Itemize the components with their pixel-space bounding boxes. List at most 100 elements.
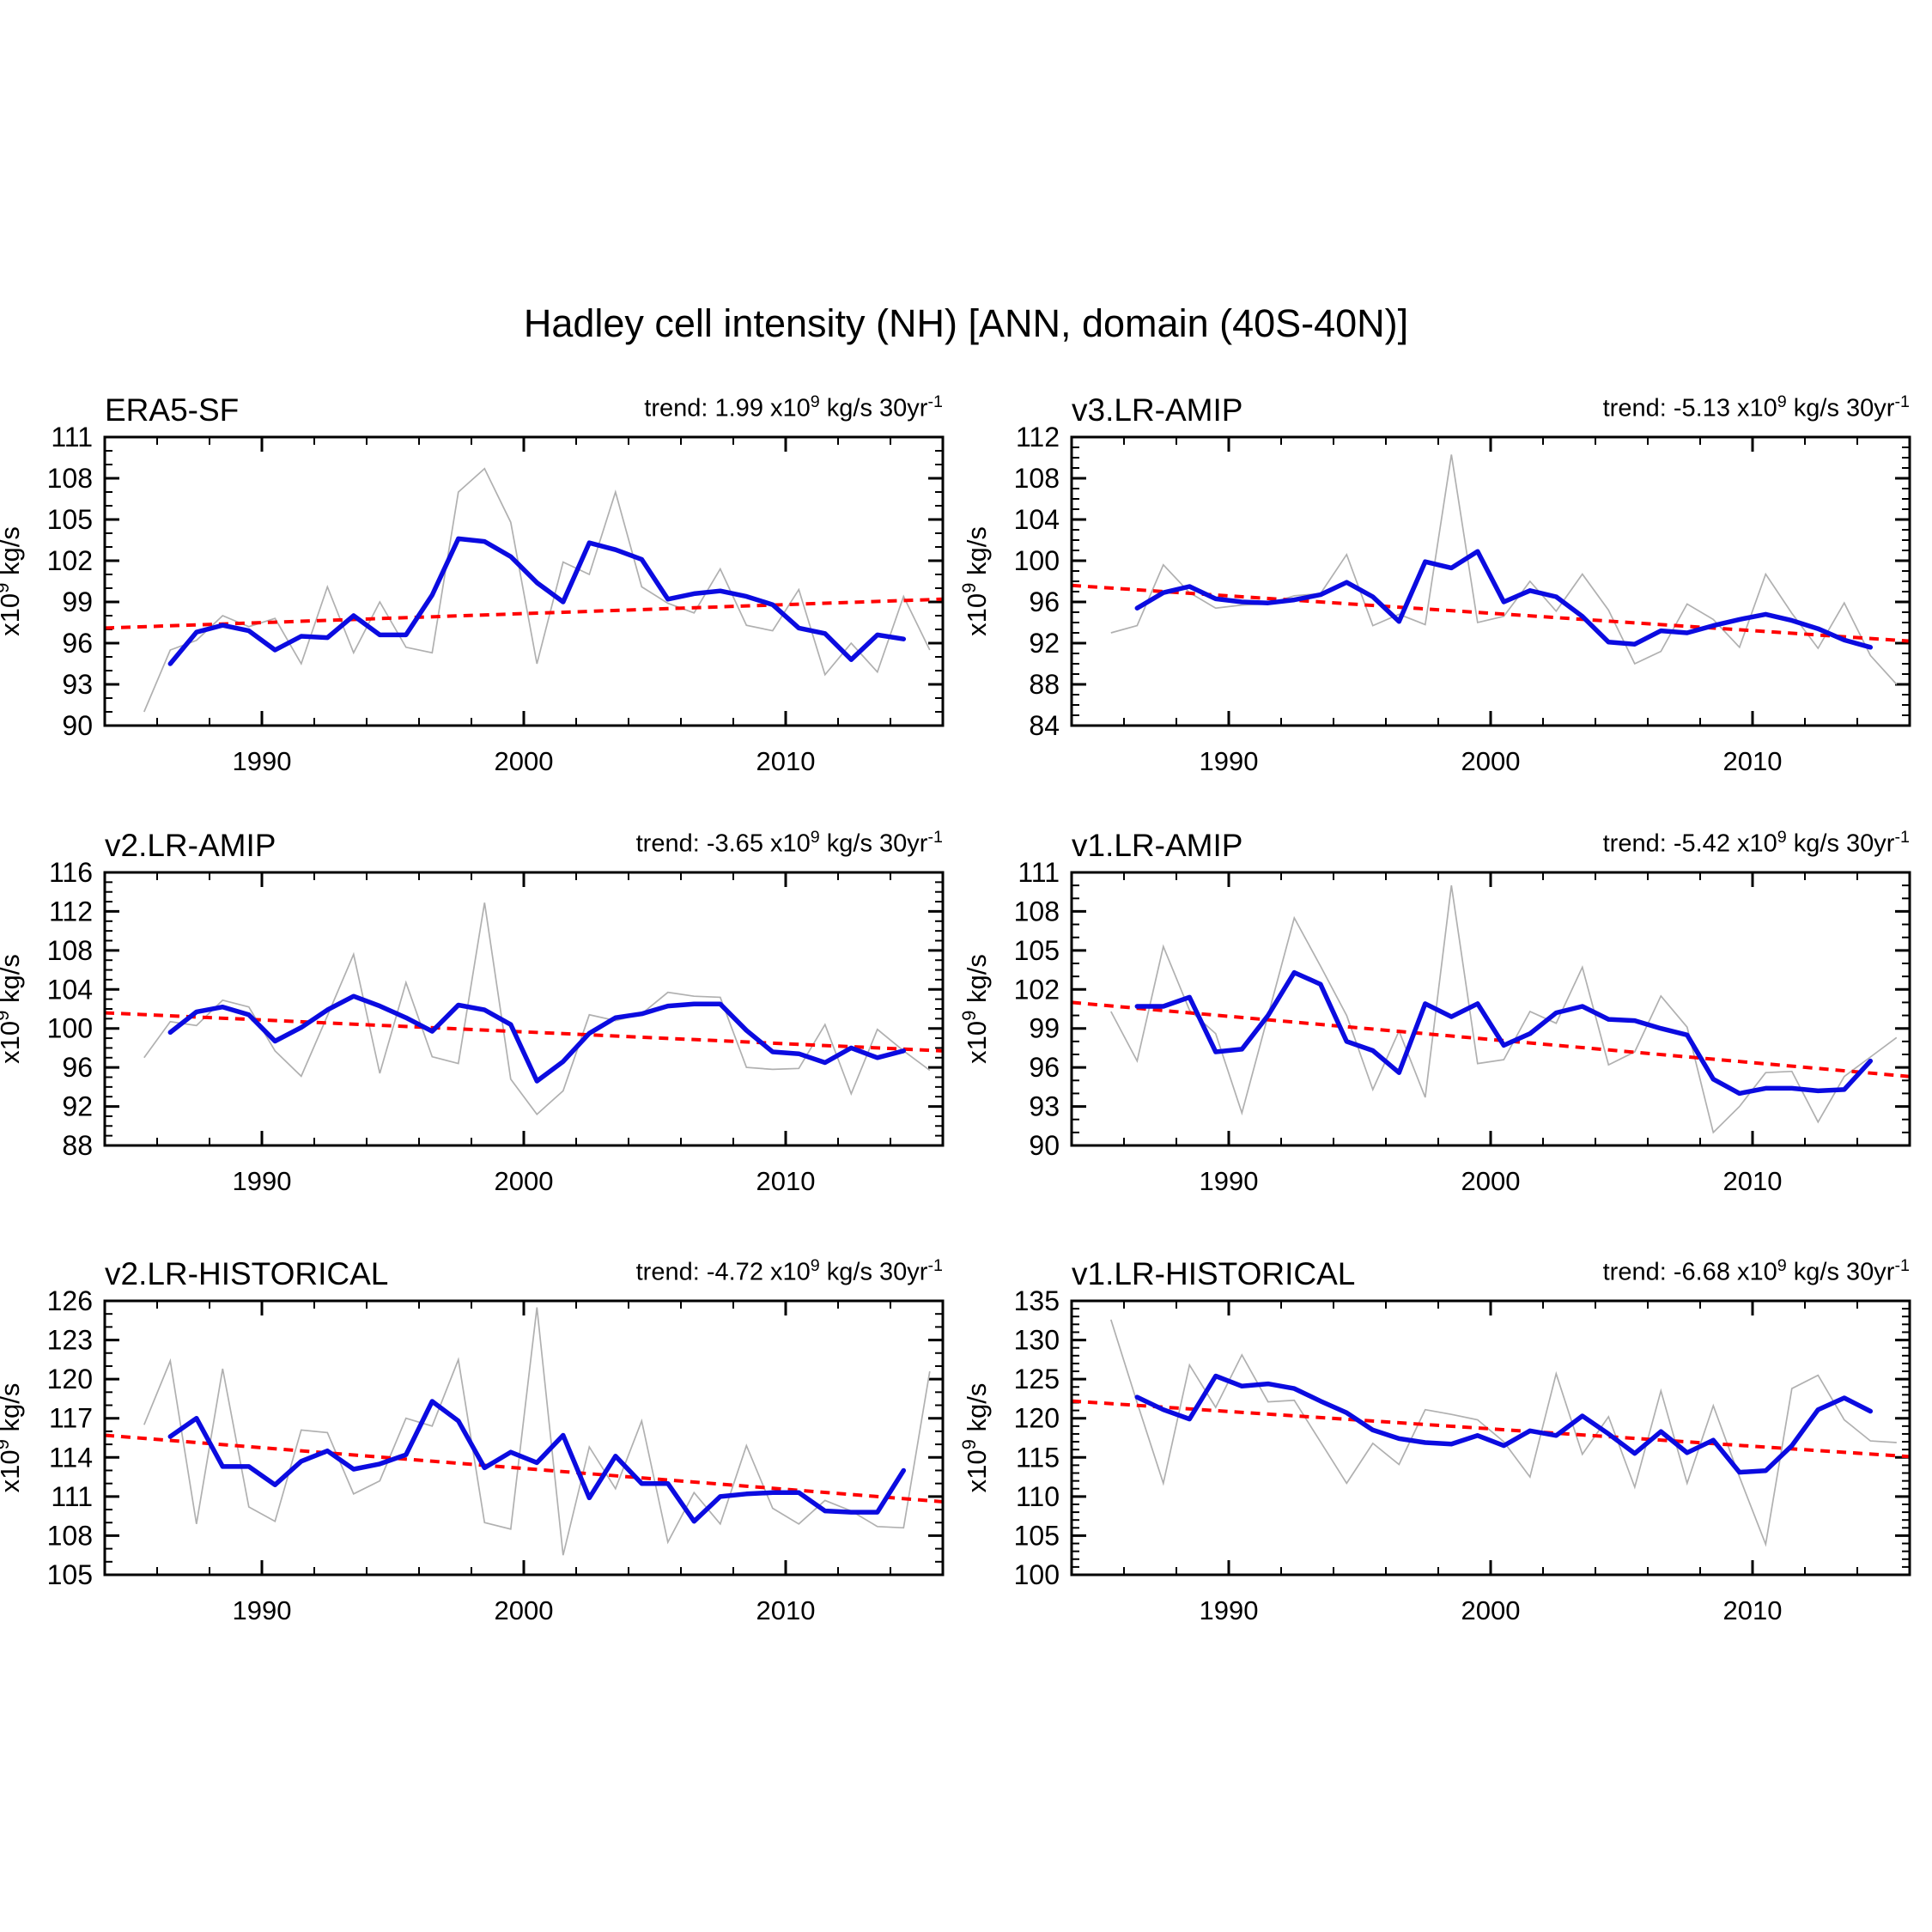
panel-title: v1.LR-HISTORICAL	[1072, 1256, 1356, 1291]
smoothed-series-line	[167, 993, 907, 1084]
plot-v1-lr-historical: 100 105 110 115 120 125 130 135 1990 2000 2010 x109…	[958, 1285, 1911, 1625]
y-tick-label: 90	[62, 710, 93, 741]
y-tick-label: 96	[62, 628, 93, 659]
y-tick-label: 120	[1014, 1403, 1060, 1434]
y-tick-label: 108	[47, 1520, 93, 1551]
y-tick-label: 99	[1029, 1013, 1060, 1044]
y-tick-label: 88	[1029, 669, 1060, 700]
x-tick-label: 2010	[756, 746, 816, 776]
y-tick-label: 116	[49, 857, 93, 888]
y-tick-label: 90	[1029, 1130, 1060, 1161]
y-axis-label: x109 kg/s	[958, 526, 992, 636]
plot-frame	[103, 1299, 945, 1577]
y-tick-label: 88	[62, 1130, 93, 1161]
trend-annotation: trend: -4.72 x109 kg/s 30yr-1	[635, 1256, 943, 1286]
y-tick-label: 108	[1014, 463, 1060, 494]
y-tick-label: 100	[1014, 1559, 1060, 1590]
trend-annotation: trend: 1.99 x109 kg/s 30yr-1	[644, 392, 943, 422]
y-axis-label: x109 kg/s	[0, 954, 25, 1064]
panel-header: v3.LR-AMIP trend: -5.13 x109 kg/s 30yr-1	[1072, 373, 1910, 426]
y-tick-label: 117	[49, 1403, 93, 1434]
panel-title: ERA5-SF	[105, 392, 240, 428]
y-tick-label: 104	[1014, 504, 1060, 535]
x-tick-label: 1990	[1200, 1595, 1259, 1625]
panel-title: v2.LR-AMIP	[105, 828, 276, 863]
plot-v1-lr-amip: 90 93 96 99 102 105 108 111 1990 2000 2010 x109 kg/…	[958, 857, 1911, 1196]
y-tick-label: 96	[1029, 586, 1060, 617]
plot-frame	[103, 435, 945, 727]
y-axis-label: x109 kg/s	[958, 954, 992, 1064]
y-tick-label: 130	[1014, 1325, 1060, 1356]
y-tick-label: 111	[1018, 857, 1060, 888]
y-tick-label: 112	[1016, 422, 1060, 453]
panel-era5-sf: ERA5-SF trend: 1.99 x109 kg/s 30yr-1 90 9…	[0, 373, 977, 794]
smoothed-series-line	[167, 536, 907, 666]
panel-v2-lr-historical: v2.LR-HISTORICAL trend: -4.72 x109 kg/s …	[0, 1236, 977, 1643]
y-tick-label: 110	[1016, 1481, 1060, 1512]
annual-series-line	[143, 467, 931, 713]
y-tick-label: 102	[47, 545, 93, 576]
panel-title: v3.LR-AMIP	[1072, 392, 1243, 428]
panel-header: v2.LR-HISTORICAL trend: -4.72 x109 kg/s …	[105, 1236, 943, 1290]
x-tick-label: 2000	[495, 746, 554, 776]
y-tick-label: 96	[62, 1052, 93, 1083]
annual-series-line	[143, 902, 931, 1115]
x-tick-label: 2000	[1461, 1595, 1521, 1625]
trend-annotation: trend: -3.65 x109 kg/s 30yr-1	[635, 828, 943, 858]
panel-v2-lr-amip: v2.LR-AMIP trend: -3.65 x109 kg/s 30yr-1…	[0, 808, 977, 1214]
annual-series-line	[1110, 454, 1898, 685]
plot-frame	[1070, 871, 1911, 1147]
panel-title: v2.LR-HISTORICAL	[105, 1256, 389, 1291]
plot-v3-lr-amip: 84 88 92 96 100 104 108 112 1990 2000 2010 x109 kg/…	[958, 422, 1911, 776]
panel-header: ERA5-SF trend: 1.99 x109 kg/s 30yr-1	[105, 373, 943, 426]
y-tick-label: 108	[47, 463, 93, 494]
panel-v1-lr-historical: v1.LR-HISTORICAL trend: -6.68 x109 kg/s …	[958, 1236, 1932, 1643]
y-tick-label: 104	[47, 974, 93, 1005]
x-tick-label: 1990	[233, 746, 292, 776]
panel-title: v1.LR-AMIP	[1072, 828, 1243, 863]
trend-annotation: trend: -5.42 x109 kg/s 30yr-1	[1602, 828, 1910, 858]
trend-line	[104, 597, 944, 630]
y-tick-label: 92	[1029, 628, 1060, 659]
y-tick-label: 100	[1014, 545, 1060, 576]
x-tick-label: 2000	[495, 1595, 554, 1625]
y-tick-label: 123	[47, 1325, 93, 1356]
plot-v2-lr-historical: 105 108 111 114 117 120 123 126 1990 2000 2010 x109…	[0, 1285, 945, 1625]
y-tick-label: 100	[47, 1013, 93, 1044]
x-tick-label: 1990	[1200, 746, 1259, 776]
panel-header: v2.LR-AMIP trend: -3.65 x109 kg/s 30yr-1	[105, 808, 943, 861]
smoothed-series-line	[1134, 969, 1874, 1097]
panel-v3-lr-amip: v3.LR-AMIP trend: -5.13 x109 kg/s 30yr-1…	[958, 373, 1932, 794]
trend-annotation: trend: -6.68 x109 kg/s 30yr-1	[1602, 1256, 1910, 1286]
y-tick-label: 105	[47, 1559, 93, 1590]
y-tick-label: 114	[49, 1442, 93, 1473]
y-tick-label: 93	[1029, 1091, 1060, 1122]
y-tick-label: 111	[51, 422, 93, 453]
y-tick-label: 108	[47, 935, 93, 966]
y-tick-label: 120	[47, 1364, 93, 1394]
y-tick-label: 135	[1014, 1285, 1060, 1316]
x-tick-label: 1990	[1200, 1166, 1259, 1196]
y-tick-label: 108	[1014, 896, 1060, 927]
y-tick-label: 125	[1014, 1364, 1060, 1394]
smoothed-series-line	[1134, 549, 1874, 650]
y-axis-label: x109 kg/s	[0, 1383, 25, 1493]
plot-frame	[103, 871, 945, 1147]
y-tick-label: 111	[51, 1481, 93, 1512]
smoothed-series-line	[1134, 1373, 1874, 1475]
panel-header: v1.LR-HISTORICAL trend: -6.68 x109 kg/s …	[1072, 1236, 1910, 1290]
y-tick-label: 112	[49, 896, 93, 927]
y-tick-label: 115	[1016, 1442, 1060, 1473]
smoothed-series-line	[167, 1399, 907, 1524]
y-axis-label: x109 kg/s	[958, 1383, 992, 1493]
trend-line	[104, 1011, 944, 1053]
y-tick-label: 96	[1029, 1052, 1060, 1083]
plot-frame	[1070, 435, 1911, 727]
x-tick-label: 2010	[756, 1595, 816, 1625]
x-tick-label: 2010	[1723, 1166, 1783, 1196]
x-tick-label: 2000	[1461, 1166, 1521, 1196]
y-tick-label: 84	[1029, 710, 1060, 741]
trend-line	[1071, 583, 1911, 643]
y-tick-label: 102	[1014, 974, 1060, 1005]
y-tick-label: 99	[62, 586, 93, 617]
